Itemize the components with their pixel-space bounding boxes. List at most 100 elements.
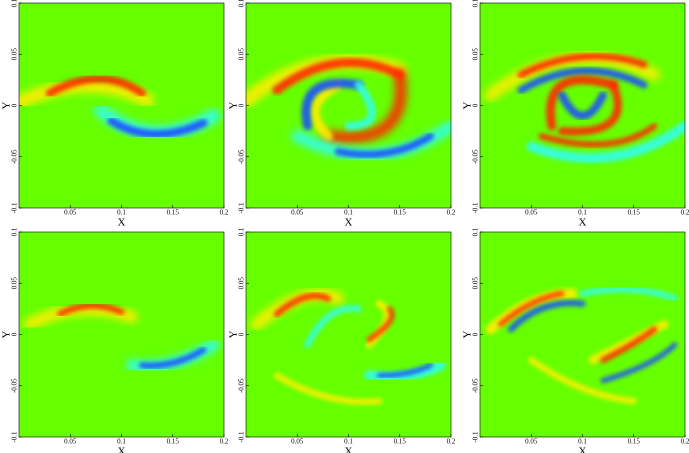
x-tick-label: 0.1 [578, 209, 587, 217]
x-tick-label: 0.2 [681, 209, 689, 217]
x-tick-label: 0.05 [64, 209, 77, 217]
x-axis-label: X [118, 446, 126, 453]
field-band [526, 121, 685, 164]
field-band [57, 302, 125, 317]
field-background [19, 3, 224, 208]
y-tick-label: -0.05 [11, 149, 19, 164]
field [484, 52, 685, 164]
x-tick-label: 0.05 [64, 438, 77, 446]
x-axis-label: X [579, 446, 587, 453]
field-band [376, 362, 433, 378]
field-band [19, 78, 155, 110]
field-background [246, 3, 451, 208]
y-tick-label: 0.1 [472, 227, 480, 236]
y-tick-label: -0.05 [238, 378, 246, 393]
x-tick-label: 0.15 [167, 209, 180, 217]
x-tick-label: 0.2 [447, 438, 456, 446]
x-tick-label: 0.05 [291, 438, 304, 446]
y-tick-label: 0.1 [238, 227, 246, 236]
x-tick-label: 0.05 [525, 209, 538, 217]
x-tick-label: 0.05 [525, 438, 538, 446]
field-band [301, 78, 364, 131]
field [246, 54, 451, 161]
field-band [528, 357, 637, 405]
y-axis-label: Y [1, 101, 13, 109]
field-band [517, 52, 648, 79]
y-tick-label: 0 [238, 103, 246, 107]
y-tick-label: 0 [11, 332, 19, 336]
field-background [246, 232, 451, 437]
field-background [480, 3, 685, 208]
field [250, 288, 446, 405]
y-tick-label: 0 [11, 103, 19, 107]
y-tick-label: 0.05 [238, 277, 246, 290]
y-tick-label: 0.05 [11, 48, 19, 61]
y-tick-label: 0 [472, 332, 480, 336]
field-band [498, 291, 565, 327]
field-band [304, 305, 362, 348]
field-band [538, 123, 658, 148]
field-band [558, 81, 622, 136]
x-tick-label: 0.15 [628, 438, 641, 446]
field-band [334, 132, 434, 159]
x-axis-label: X [345, 446, 353, 453]
y-tick-label: 0.05 [238, 48, 246, 61]
field [23, 302, 220, 373]
field-band [273, 372, 383, 405]
x-tick-label: 0.15 [167, 438, 180, 446]
field-band [558, 91, 607, 120]
field-band [600, 326, 658, 364]
x-tick-label: 0.2 [220, 438, 229, 446]
y-axis-label: Y [228, 330, 240, 338]
field-band [107, 116, 208, 139]
field [485, 286, 678, 405]
field-band [507, 300, 586, 333]
field-band [344, 81, 376, 130]
y-tick-label: -0.05 [472, 149, 480, 164]
x-axis-label: X [345, 217, 353, 229]
field-band [273, 292, 331, 317]
x-tick-label: 0.1 [344, 209, 353, 217]
y-tick-label: -0.05 [238, 149, 246, 164]
x-tick-label: 0.1 [344, 438, 353, 446]
y-tick-label: -0.1 [11, 431, 19, 443]
y-tick-label: -0.05 [11, 378, 19, 393]
y-tick-label: 0.05 [472, 277, 480, 290]
y-tick-label: 0.1 [11, 0, 19, 7]
x-axis-label: X [118, 217, 126, 229]
y-tick-label: -0.05 [472, 378, 480, 393]
y-axis-label: Y [462, 330, 474, 338]
field-band [579, 286, 678, 302]
x-axis-label: X [579, 217, 587, 229]
x-tick-label: 0.05 [291, 209, 304, 217]
y-tick-label: 0.1 [472, 0, 480, 7]
x-tick-label: 0.15 [628, 209, 641, 217]
x-tick-label: 0.15 [394, 438, 407, 446]
y-tick-label: 0.05 [11, 277, 19, 290]
field-band [139, 346, 207, 369]
y-tick-label: 0.1 [238, 0, 246, 7]
field-band [366, 306, 395, 343]
x-tick-label: 0.1 [117, 438, 126, 446]
y-tick-label: -0.1 [472, 431, 480, 443]
y-tick-label: 0 [238, 332, 246, 336]
x-tick-label: 0.2 [447, 209, 456, 217]
field-band [272, 57, 405, 95]
x-tick-label: 0.1 [578, 438, 587, 446]
x-tick-label: 0.1 [117, 209, 126, 217]
y-tick-label: -0.1 [238, 431, 246, 443]
y-axis-label: Y [1, 330, 13, 338]
field-band [546, 75, 618, 131]
field-band [365, 300, 391, 349]
y-tick-label: 0.05 [472, 48, 480, 61]
y-tick-label: 0 [472, 103, 480, 107]
field-band [517, 67, 648, 94]
field-band [45, 74, 146, 98]
field-background [480, 232, 685, 437]
